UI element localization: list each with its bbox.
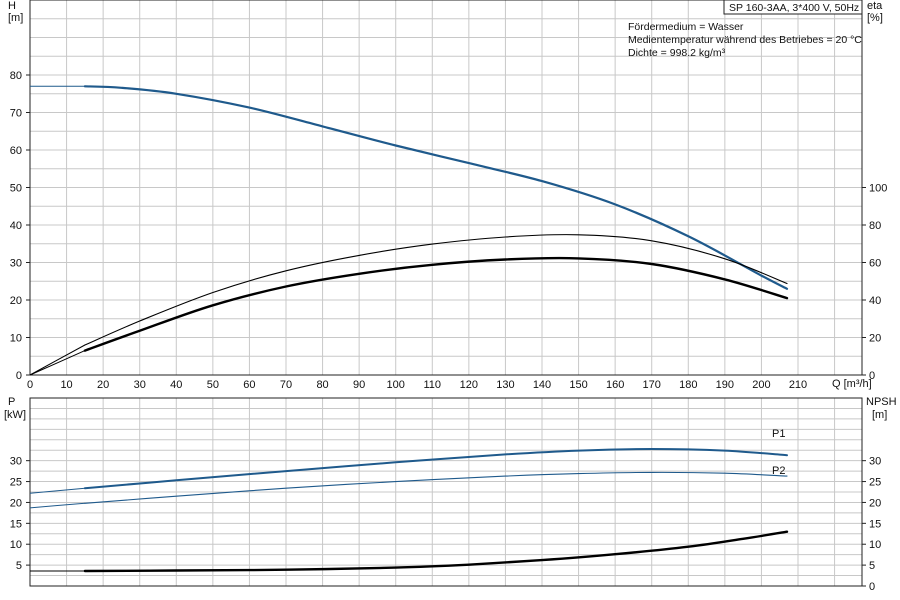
eta-axis-unit: [%] [867,12,883,24]
series-lower-0-line [83,447,788,490]
lower-plot-frame [29,397,863,587]
upper-tick-labels: 0 10 20 30 40 50 60 70 80 90 100 110 120 130 140 150 160… [10,70,888,391]
y-right-tick-label: 80 [869,220,881,232]
medium-line-3: Dichte = 998.2 kg/m³ [628,47,726,59]
series-lower-2-line [83,530,789,573]
pump-title-box [723,0,863,15]
x-tick-label: 90 [353,379,365,391]
y-right-tick-label: 30 [869,456,881,468]
lower-tick-labels: 5 10 15 20 25 30 0 5 10 15 20 25 30 [10,456,882,593]
x-tick-label: 120 [460,379,478,391]
upper-gridlines [29,0,862,375]
y-right-tick-label: 15 [869,518,881,530]
p-axis-label: P [8,396,15,408]
y-left-tick-label: 40 [10,220,22,232]
medium-line-1: Fördermedium = Wasser [628,21,744,33]
series-lower-0-lead-line [29,487,85,494]
x-tick-label: 80 [316,379,328,391]
y-right-tick-label: 100 [869,183,887,195]
x-tick-label: 70 [280,379,292,391]
y-left-tick-label: 25 [10,477,22,489]
x-tick-label: 140 [533,379,551,391]
head-efficiency-panel: 0 10 20 30 40 50 60 70 80 90 100 110 120 130 140 150 160… [8,0,887,391]
y-left-tick-label: 80 [10,70,22,82]
h-axis-unit: [m] [8,12,23,24]
y-right-tick-label: 60 [869,258,881,270]
series-lower-1-lead-line [29,502,85,509]
y-right-tick-label: 40 [869,295,881,307]
series-upper-1-line [84,234,788,346]
y-left-tick-label: 15 [10,518,22,530]
eta-axis-label: eta [867,0,883,12]
y-left-tick-label: 30 [10,456,22,468]
x-tick-label: 10 [60,379,72,391]
x-tick-label: 100 [387,379,405,391]
y-right-tick-label: 20 [869,333,881,345]
x-tick-label: 130 [496,379,514,391]
x-tick-label: 210 [789,379,807,391]
y-right-tick-label: 10 [869,539,881,551]
npsh-axis-unit: [m] [872,409,887,421]
x-tick-label: 20 [97,379,109,391]
p2-series-label: P2 [772,465,785,477]
p-axis-unit: [kW] [4,409,26,421]
y-left-tick-label: 10 [10,333,22,345]
q-axis-label: Q [m³/h] [832,378,872,390]
p1-series-label: P1 [772,428,785,440]
y-right-tick-label: 5 [869,560,875,572]
x-tick-label: 150 [569,379,587,391]
x-tick-label: 30 [134,379,146,391]
x-tick-label: 160 [606,379,624,391]
lower-gridlines [29,398,862,586]
y-left-tick-label: 10 [10,539,22,551]
medium-line-2: Medientemperatur während des Betriebes =… [628,34,862,46]
y-right-tick-label: 0 [869,581,875,593]
series-upper-0-line [83,85,789,290]
upper-series [29,85,789,376]
x-tick-label: 170 [643,379,661,391]
x-tick-label: 180 [679,379,697,391]
x-tick-label: 40 [170,379,182,391]
y-right-tick-label: 20 [869,497,881,509]
y-left-tick-label: 5 [16,560,22,572]
x-tick-label: 60 [243,379,255,391]
x-tick-label: 110 [424,379,442,391]
x-tick-label: 190 [716,379,734,391]
y-right-tick-label: 25 [869,477,881,489]
series-upper-2-line [83,256,789,352]
npsh-axis-label: NPSH [866,396,897,408]
lower-series [29,447,789,573]
y-left-tick-label: 20 [10,497,22,509]
y-left-tick-label: 50 [10,183,22,195]
y-right-tick-label: 0 [869,370,875,382]
y-left-tick-label: 60 [10,145,22,157]
series-lower-1-line [84,471,788,504]
x-tick-label: 50 [207,379,219,391]
pump-title: SP 160-3AA, 3*400 V, 50Hz [729,2,859,14]
y-left-tick-label: 20 [10,295,22,307]
y-left-tick-label: 30 [10,258,22,270]
x-tick-label: 200 [752,379,770,391]
h-axis-label: H [8,0,16,12]
series-upper-2-lead-line [29,350,86,376]
y-left-tick-label: 0 [16,370,22,382]
y-left-tick-label: 70 [10,108,22,120]
x-tick-label: 0 [27,379,33,391]
